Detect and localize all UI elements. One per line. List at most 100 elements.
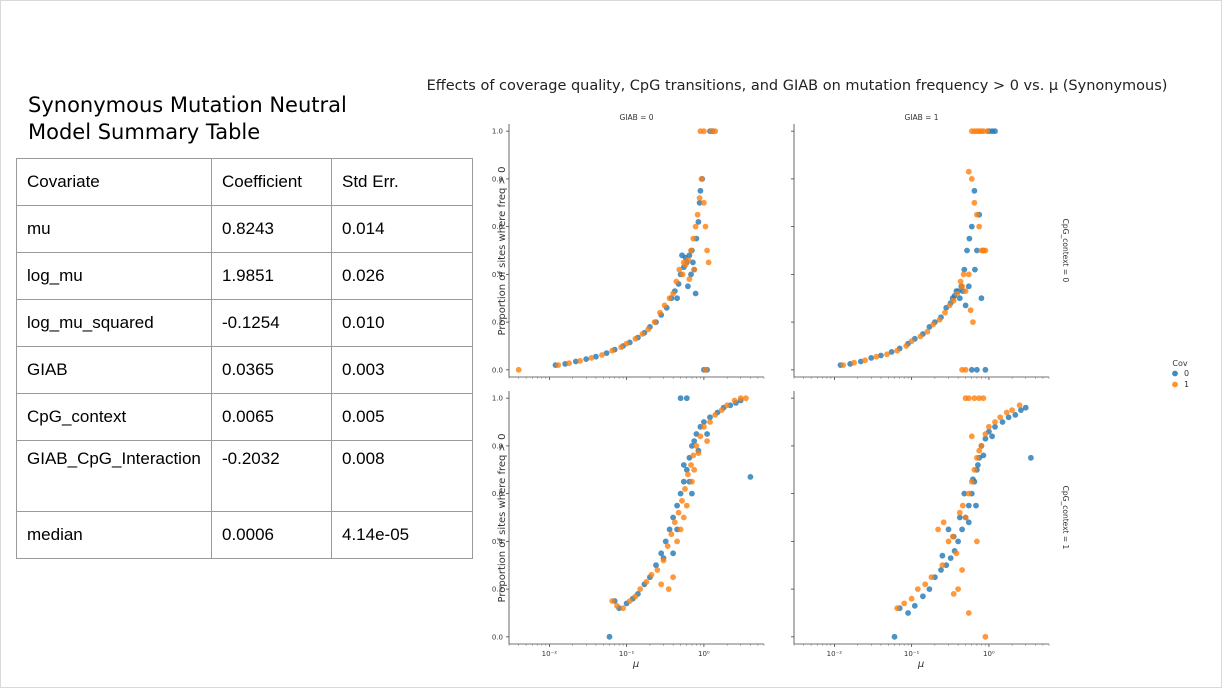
data-point-cov-1 xyxy=(623,340,630,347)
data-point-cov-1 xyxy=(976,447,983,454)
data-point-cov-0 xyxy=(975,462,981,468)
legend-title: Cov xyxy=(1172,359,1187,368)
data-point-cov-1 xyxy=(614,602,620,609)
data-point-cov-0 xyxy=(674,295,680,302)
data-point-cov-1 xyxy=(940,519,947,526)
x-tick-label: 10⁻¹ xyxy=(619,650,635,658)
data-point-cov-1 xyxy=(982,633,989,640)
data-point-cov-1 xyxy=(956,509,963,516)
data-point-cov-1 xyxy=(702,366,709,373)
data-point-cov-1 xyxy=(968,433,975,440)
data-point-cov-1 xyxy=(683,502,690,509)
data-point-cov-1 xyxy=(959,366,965,373)
data-point-cov-1 xyxy=(965,395,972,402)
data-point-cov-1 xyxy=(959,283,965,290)
legend-label: 1 xyxy=(1184,380,1189,389)
data-point-cov-1 xyxy=(965,271,972,278)
data-point-cov-1 xyxy=(688,247,694,254)
table-cell: 4.14e-05 xyxy=(331,511,473,559)
data-point-cov-1 xyxy=(901,600,908,607)
panel-row-title: CpG_context = 0 xyxy=(1061,219,1070,283)
table-cell: 1.9851 xyxy=(211,252,332,300)
data-point-cov-0 xyxy=(938,567,944,573)
data-point-cov-0 xyxy=(666,526,673,533)
data-point-cov-1 xyxy=(555,362,562,368)
table-cell: GIAB xyxy=(16,346,212,394)
y-axis-label: Proportion of sites where freq > 0 xyxy=(497,167,508,336)
data-point-cov-1 xyxy=(712,412,719,418)
data-point-cov-1 xyxy=(962,288,969,294)
y-axis-label: Proportion of sites where freq > 0 xyxy=(497,434,508,603)
data-point-cov-1 xyxy=(661,302,668,309)
data-point-cov-1 xyxy=(677,526,684,533)
slide-title: Synonymous Mutation Neutral Model Summar… xyxy=(28,93,347,144)
data-point-cov-0 xyxy=(689,443,695,449)
table-cell: 0.010 xyxy=(331,299,473,347)
data-point-cov-1 xyxy=(945,538,952,545)
data-point-cov-1 xyxy=(731,397,738,404)
data-point-cov-0 xyxy=(999,419,1006,425)
data-point-cov-0 xyxy=(978,295,985,302)
data-point-cov-1 xyxy=(588,355,595,361)
data-point-cov-0 xyxy=(964,247,970,254)
data-point-cov-1 xyxy=(660,557,667,564)
data-point-cov-0 xyxy=(674,502,680,509)
data-point-cov-0 xyxy=(603,350,610,356)
data-point-cov-0 xyxy=(697,187,704,194)
data-point-cov-1 xyxy=(671,519,678,526)
data-point-cov-0 xyxy=(690,259,696,266)
data-point-cov-0 xyxy=(878,352,884,359)
data-point-cov-1 xyxy=(930,321,937,328)
data-point-cov-1 xyxy=(651,319,658,325)
table-row: log_mu 1.9851 0.026 xyxy=(16,252,473,300)
data-point-cov-0 xyxy=(692,290,699,297)
data-point-cov-1 xyxy=(680,259,687,266)
data-point-cov-1 xyxy=(618,344,625,351)
data-point-cov-0 xyxy=(688,271,694,278)
data-point-cov-0 xyxy=(1005,414,1012,421)
data-point-cov-1 xyxy=(950,297,957,304)
legend-marker-cov-1 xyxy=(1172,381,1178,388)
data-point-cov-1 xyxy=(946,302,953,309)
data-point-cov-1 xyxy=(914,586,921,592)
data-point-cov-1 xyxy=(620,605,626,612)
data-point-cov-1 xyxy=(960,271,967,278)
data-point-cov-1 xyxy=(679,497,685,504)
data-point-cov-1 xyxy=(965,490,972,497)
y-tick-label: 0.6 xyxy=(492,490,504,498)
data-point-cov-0 xyxy=(956,514,963,521)
y-tick-label: 1.0 xyxy=(492,128,503,136)
data-point-cov-1 xyxy=(939,562,946,569)
data-point-cov-1 xyxy=(873,353,880,360)
data-point-cov-0 xyxy=(961,266,968,273)
data-point-cov-0 xyxy=(905,610,911,616)
data-point-cov-1 xyxy=(675,509,682,516)
data-point-cov-1 xyxy=(922,581,929,588)
data-point-cov-0 xyxy=(677,395,684,402)
data-point-cov-1 xyxy=(632,593,639,600)
data-point-cov-1 xyxy=(936,316,943,323)
data-point-cov-1 xyxy=(705,259,712,266)
x-tick-label: 10⁰ xyxy=(983,650,995,658)
table-row: CpG_context 0.0065 0.005 xyxy=(16,393,473,441)
data-point-cov-1 xyxy=(673,278,680,285)
table-cell: -0.2032 xyxy=(211,440,332,512)
data-point-cov-0 xyxy=(982,366,989,373)
data-point-cov-1 xyxy=(693,443,700,449)
data-point-cov-1 xyxy=(967,307,974,314)
data-point-cov-0 xyxy=(959,526,965,533)
data-point-cov-1 xyxy=(657,309,663,316)
data-point-cov-1 xyxy=(970,319,976,325)
data-point-cov-1 xyxy=(954,290,961,297)
data-point-cov-0 xyxy=(947,555,954,561)
table-row: median 0.0006 4.14e-05 xyxy=(16,511,473,559)
data-point-cov-0 xyxy=(962,302,969,309)
data-point-cov-1 xyxy=(971,199,978,206)
data-point-cov-1 xyxy=(609,347,616,354)
data-point-cov-1 xyxy=(685,471,691,478)
data-point-cov-0 xyxy=(961,490,968,497)
data-point-cov-0 xyxy=(968,223,975,230)
table-cell: 0.0065 xyxy=(211,393,332,441)
summary-table: Covariate Coefficient Std Err. mu 0.8243 0.01… xyxy=(16,158,473,559)
data-point-cov-1 xyxy=(566,360,572,367)
